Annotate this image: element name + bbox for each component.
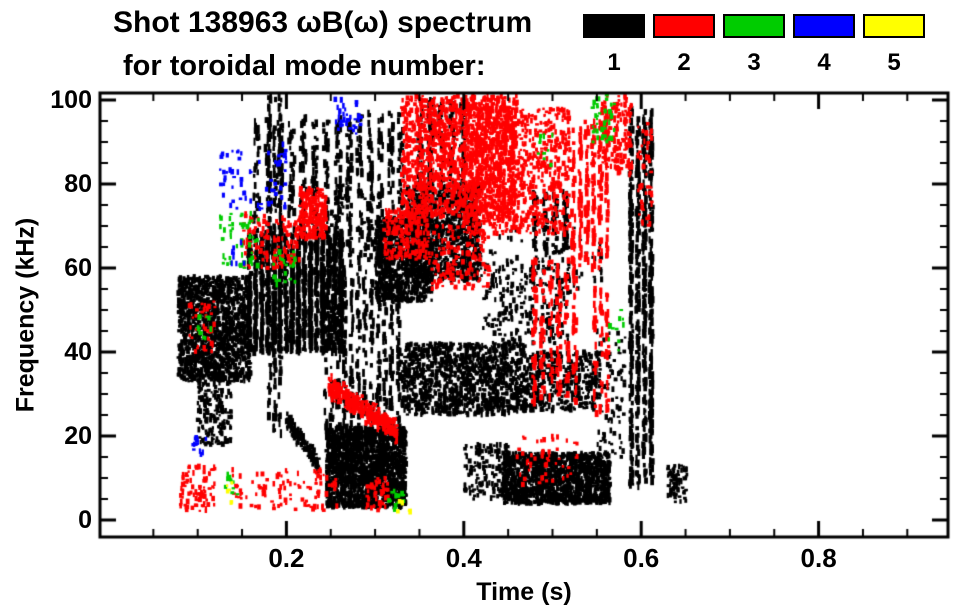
legend-label: 5: [887, 49, 901, 76]
x-tick-label: 0.4: [445, 543, 482, 573]
y-tick-label: 0: [78, 506, 92, 534]
legend-item-mode-1: 1: [583, 14, 645, 77]
chart-title: Shot 138963 ωB(ω) spectrum: [113, 6, 533, 39]
x-tick-label: 0.8: [800, 543, 837, 573]
y-tick-label: 60: [64, 254, 92, 282]
chart-subtitle: for toroidal mode number:: [123, 50, 486, 82]
legend-swatch: [723, 14, 785, 38]
mode-number-legend: 1 2 3 4 5: [583, 14, 925, 77]
y-axis-label: Frequency (kHz): [11, 217, 40, 413]
y-tick-label: 20: [64, 422, 92, 450]
legend-item-mode-4: 4: [793, 14, 855, 77]
legend-swatch: [653, 14, 715, 38]
legend-label: 4: [817, 49, 831, 76]
legend-swatch: [863, 14, 925, 38]
legend-item-mode-3: 3: [723, 14, 785, 77]
y-tick-label: 100: [50, 86, 92, 114]
legend-swatch: [793, 14, 855, 38]
x-axis-label: Time (s): [476, 578, 572, 606]
legend-swatch: [583, 14, 645, 38]
x-tick-label: 0.2: [268, 543, 305, 573]
legend-item-mode-5: 5: [863, 14, 925, 77]
legend-item-mode-2: 2: [653, 14, 715, 77]
legend-label: 3: [747, 49, 761, 76]
legend-label: 1: [607, 49, 621, 76]
y-tick-label: 80: [64, 170, 92, 198]
x-tick-label: 0.6: [623, 543, 660, 573]
legend-label: 2: [677, 49, 691, 76]
y-tick-label: 40: [64, 338, 92, 366]
